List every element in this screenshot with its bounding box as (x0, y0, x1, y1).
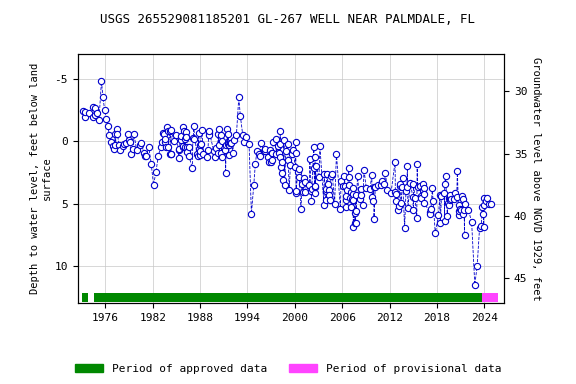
Y-axis label: Groundwater level above NGVD 1929, feet: Groundwater level above NGVD 1929, feet (532, 57, 541, 300)
Legend: Period of approved data, Period of provisional data: Period of approved data, Period of provi… (70, 359, 506, 379)
Text: USGS 265529081185201 GL-267 WELL NEAR PALMDALE, FL: USGS 265529081185201 GL-267 WELL NEAR PA… (100, 13, 476, 26)
Y-axis label: Depth to water level, feet below land
surface: Depth to water level, feet below land su… (30, 63, 52, 294)
